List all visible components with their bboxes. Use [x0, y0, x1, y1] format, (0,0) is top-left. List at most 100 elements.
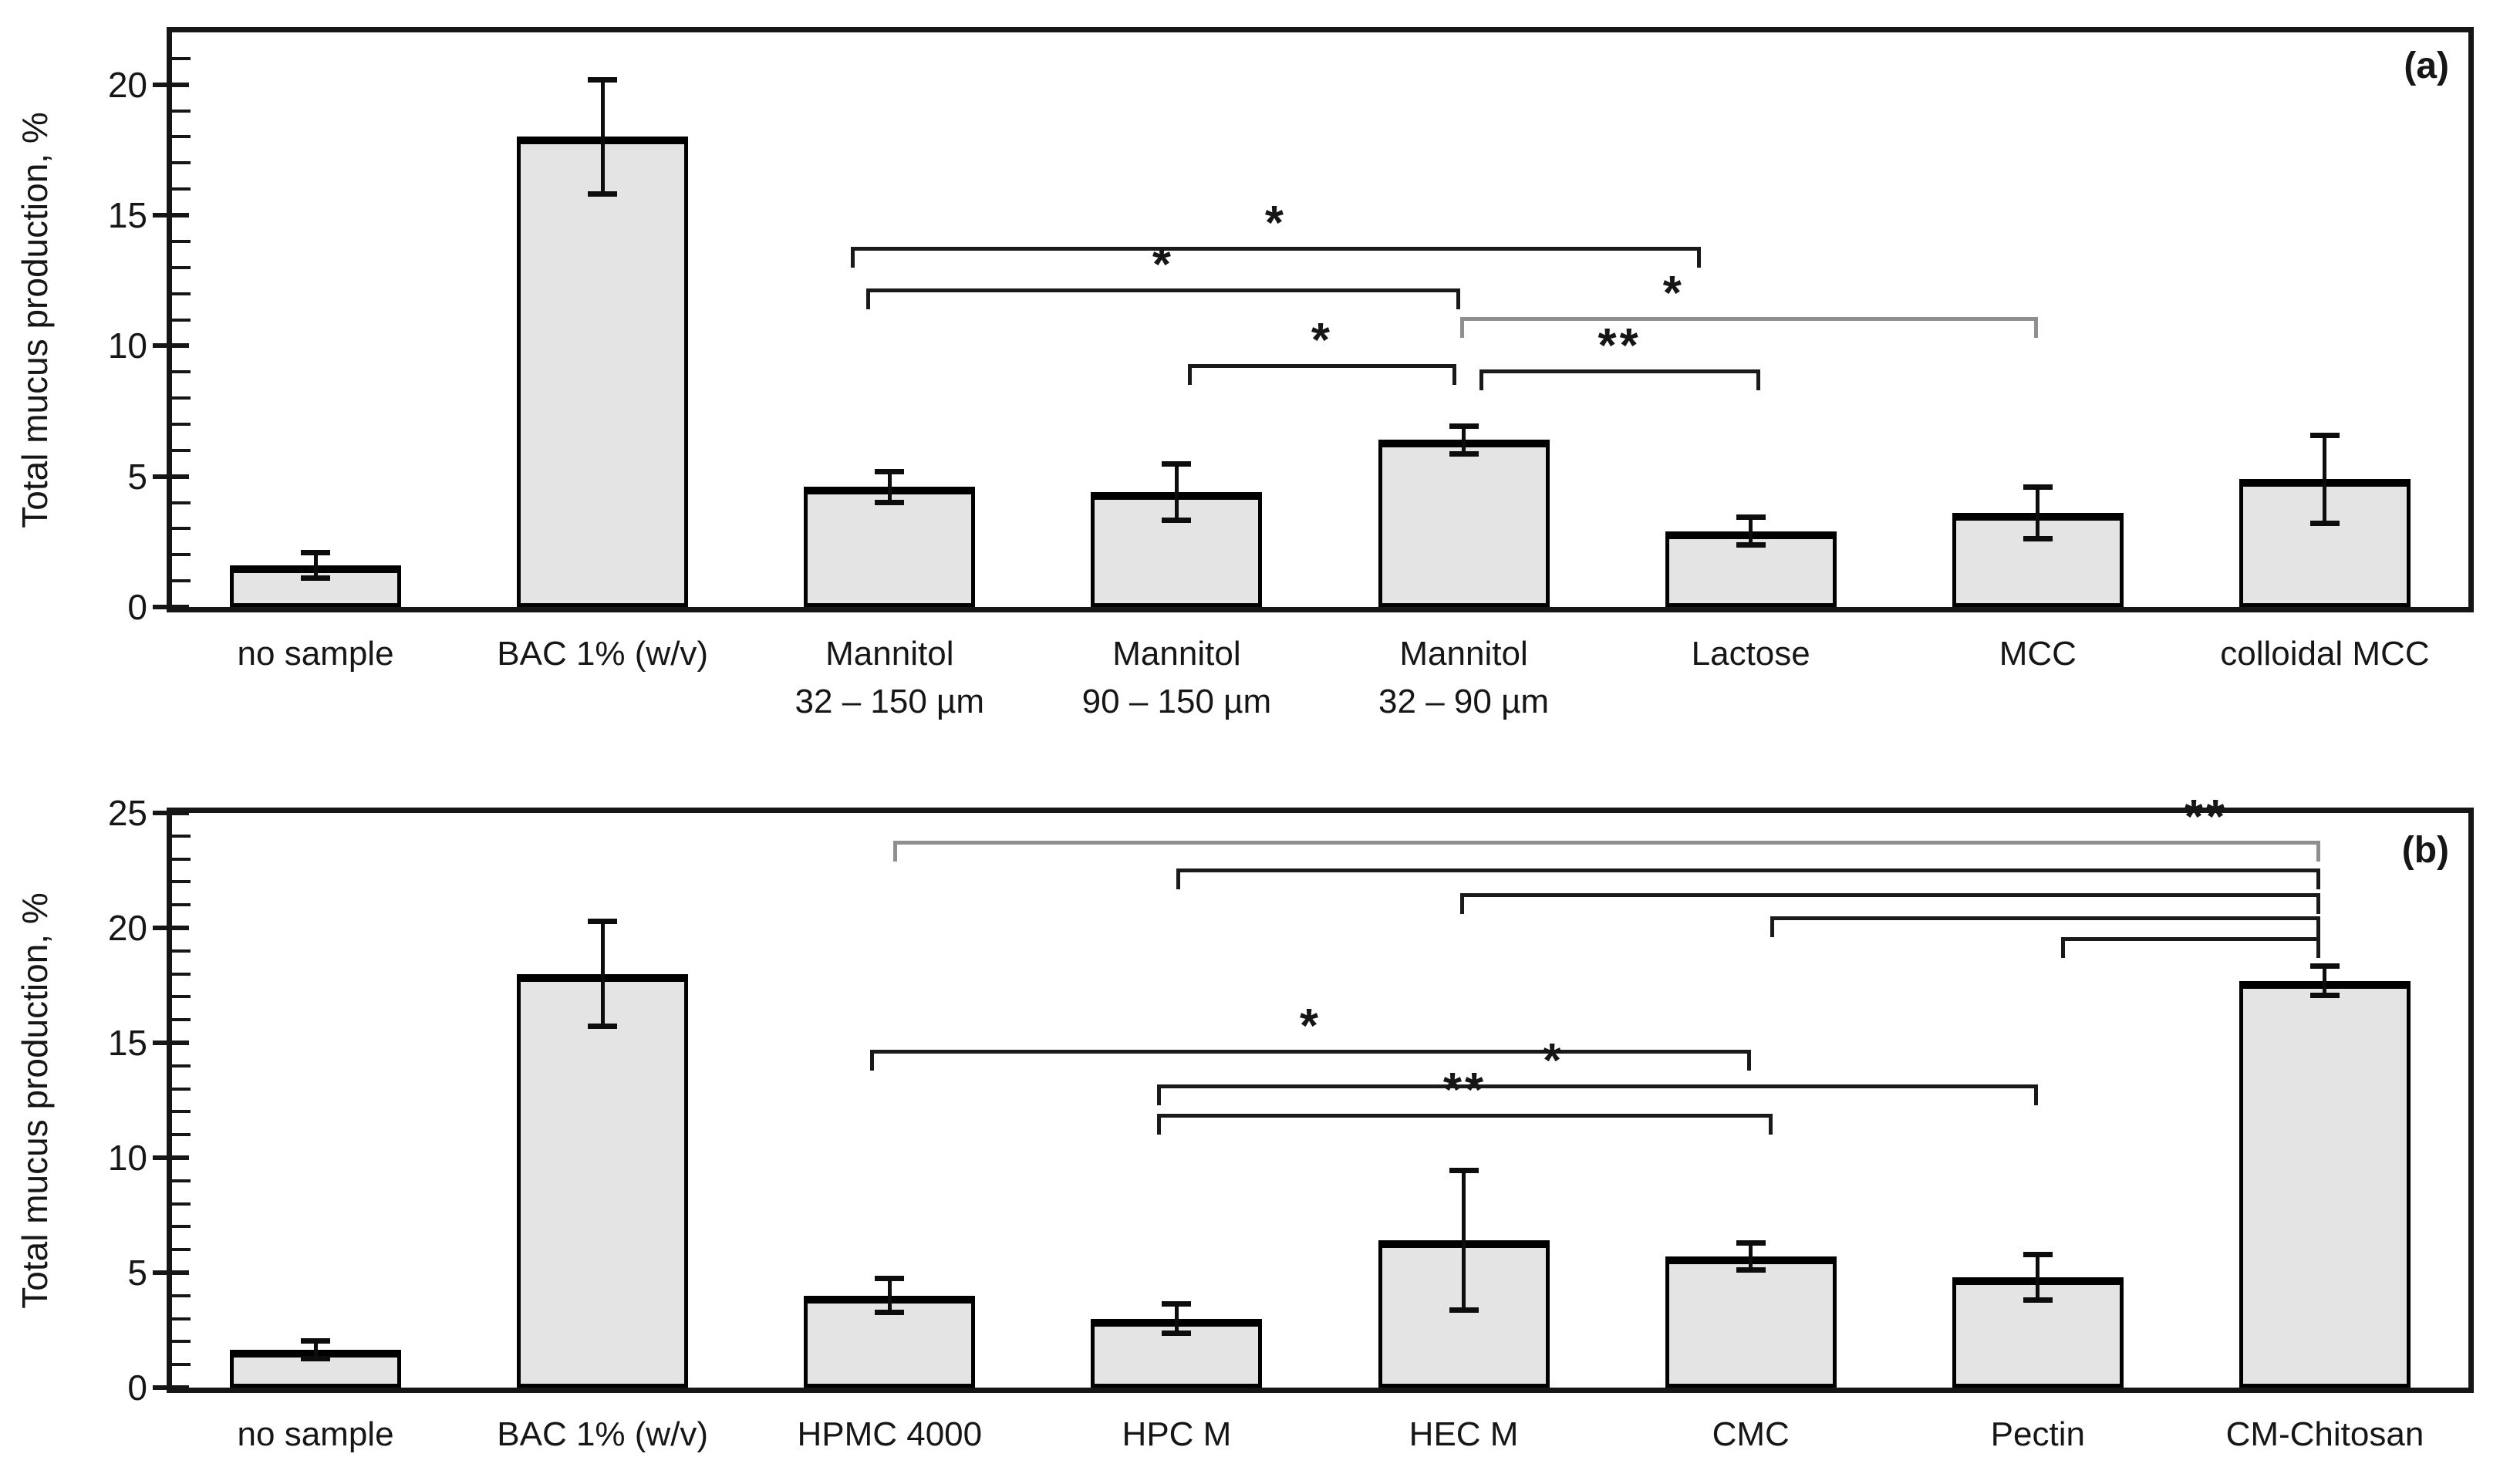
error-bar-cap [1449, 423, 1479, 429]
significance-bracket-end [1188, 364, 1193, 386]
significance-bracket-end [1696, 246, 1701, 268]
significance-label: ** [2184, 790, 2228, 844]
error-bar-cap [2309, 432, 2340, 438]
y-axis-minor-tick [172, 56, 191, 60]
y-axis-minor-tick [172, 109, 191, 113]
y-axis-minor-tick [172, 1317, 191, 1320]
significance-bracket-end [2033, 1084, 2038, 1105]
significance-label: ** [1598, 319, 1641, 373]
error-bar-cap [875, 1310, 905, 1316]
significance-bracket [866, 288, 1460, 292]
significance-bracket-end [1756, 369, 1760, 390]
error-bar-cap [588, 191, 618, 197]
error-bar-stem [2323, 434, 2327, 524]
significance-bracket-end [1157, 1084, 1162, 1105]
significance-label: * [1264, 196, 1287, 250]
error-bar-stem [2036, 487, 2040, 539]
y-axis-minor-tick [172, 239, 191, 243]
error-bar-cap [875, 1276, 905, 1282]
y-axis-minor-tick [172, 995, 191, 999]
error-bar-cap [1449, 1307, 1479, 1314]
error-bar-stem [887, 470, 892, 503]
y-axis-minor-tick [172, 1248, 191, 1252]
y-axis-tick-label: 0 [127, 1368, 147, 1408]
significance-label: * [1299, 999, 1322, 1053]
error-bar-cap [875, 499, 905, 505]
significance-bracket-end [1456, 288, 1460, 309]
y-axis-minor-tick [172, 880, 191, 884]
significance-bracket-end [1459, 317, 1464, 339]
y-axis-minor-tick [172, 422, 191, 426]
significance-bracket [2060, 936, 2320, 941]
category-label-hpmc-4000: HPMC 4000 [797, 1415, 983, 1453]
y-axis-tick-label: 5 [127, 1253, 147, 1293]
error-bar-cap [2023, 1252, 2053, 1258]
error-bar-cap [1162, 518, 1192, 524]
y-axis-tick-label: 5 [127, 456, 147, 497]
error-bar-cap [875, 468, 905, 474]
error-bar-cap [2309, 963, 2340, 970]
significance-bracket [1459, 317, 2038, 322]
error-bar-stem [1174, 463, 1179, 521]
error-bar-cap [1449, 1168, 1479, 1174]
category-label-mannitol-32-150-m: Mannitol 32 – 150 µm [795, 635, 985, 720]
y-axis-major-tick [153, 82, 189, 87]
y-axis-minor-tick [172, 579, 191, 583]
y-axis-major-tick [153, 474, 189, 479]
category-label-lactose: Lactose [1691, 635, 1810, 673]
significance-bracket-end [1479, 369, 1483, 390]
y-axis-major-tick [153, 605, 189, 609]
y-axis-minor-tick [172, 370, 191, 374]
y-axis-minor-tick [172, 1179, 191, 1182]
significance-bracket-end [2316, 868, 2320, 889]
significance-label: * [1542, 1034, 1565, 1088]
y-axis-major-tick [153, 343, 189, 349]
error-bar-stem [1174, 1304, 1179, 1334]
category-label-hec-m: HEC M [1409, 1415, 1519, 1453]
y-axis-major-tick [153, 213, 189, 218]
error-bar-cap [1162, 460, 1192, 467]
error-bar-cap [1162, 1330, 1192, 1336]
error-bar-stem [2036, 1254, 2040, 1300]
y-axis-minor-tick [172, 553, 191, 557]
y-axis-minor-tick [172, 448, 191, 452]
y-axis-minor-tick [172, 834, 191, 838]
y-axis-title-panel-b: Total mucus production, % [15, 892, 55, 1309]
category-label-mannitol-90-150-m: Mannitol 90 – 150 µm [1081, 635, 1272, 720]
significance-bracket-end [1452, 364, 1456, 386]
panel-letter-b: (b) [2401, 830, 2449, 871]
category-label-cmc: CMC [1712, 1415, 1790, 1453]
y-axis-minor-tick [172, 1110, 191, 1114]
error-bar-cap [1736, 1267, 1766, 1273]
bar-cmc [1665, 1256, 1837, 1388]
y-axis-tick-label: 20 [107, 908, 147, 948]
category-label-colloidal-mcc: colloidal MCC [2220, 635, 2430, 673]
significance-bracket-end [2316, 840, 2320, 862]
error-bar-cap [2023, 484, 2053, 491]
significance-bracket-end [2316, 916, 2320, 938]
error-bar-cap [1736, 542, 1766, 548]
significance-bracket [1157, 1084, 2038, 1088]
y-axis-tick-label: 15 [107, 1023, 147, 1063]
category-label-pectin: Pectin [1990, 1415, 2085, 1453]
significance-bracket-end [851, 246, 855, 268]
y-axis-minor-tick [172, 857, 191, 861]
error-bar-stem [1462, 425, 1466, 454]
error-bar-cap [301, 575, 331, 581]
significance-bracket-end [2033, 317, 2038, 339]
y-axis-minor-tick [172, 972, 191, 976]
error-bar-cap [2023, 535, 2053, 541]
y-axis-minor-tick [172, 396, 191, 400]
y-axis-major-tick [153, 1270, 189, 1275]
significance-label: * [1311, 314, 1334, 368]
y-axis-minor-tick [172, 1202, 191, 1206]
error-bar-cap [301, 1355, 331, 1361]
error-bar-cap [588, 919, 618, 925]
y-axis-minor-tick [172, 1064, 191, 1067]
error-bar-cap [1449, 450, 1479, 457]
bar-mannitol-32-90-m [1378, 440, 1550, 607]
error-bar-cap [1162, 1301, 1192, 1307]
category-label-no-sample: no sample [237, 1415, 394, 1453]
error-bar-stem [313, 1340, 318, 1359]
category-label-hpc-m: HPC M [1122, 1415, 1232, 1453]
